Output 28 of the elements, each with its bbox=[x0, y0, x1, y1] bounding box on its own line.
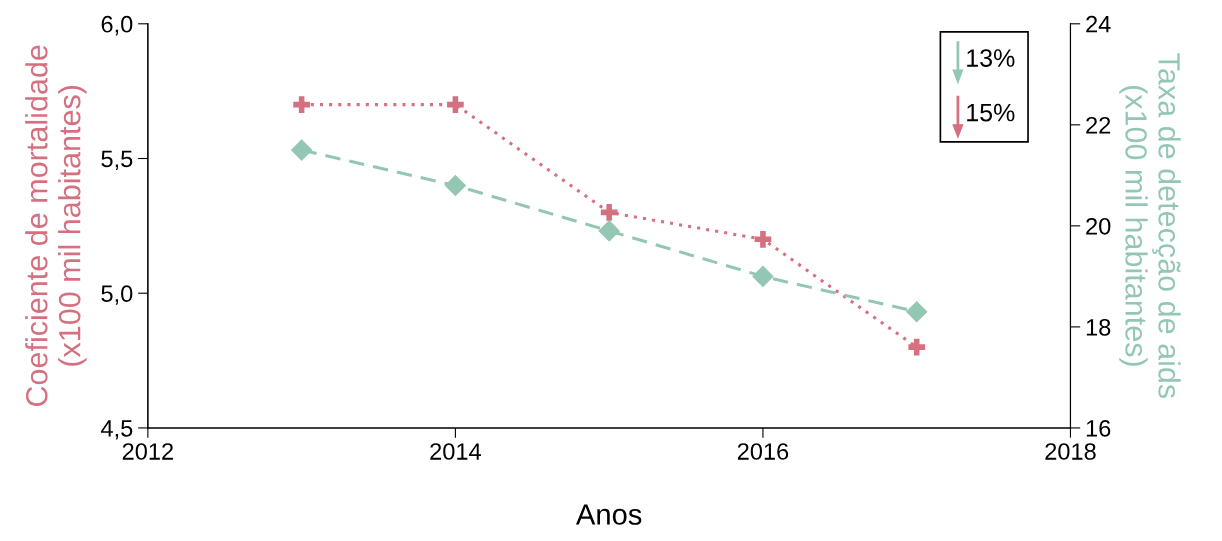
y-tick-label: 4,5 bbox=[101, 420, 133, 440]
x-tick-label: 2012 bbox=[122, 443, 173, 460]
point bbox=[447, 96, 464, 113]
annotation: 15% bbox=[967, 103, 1015, 122]
point bbox=[444, 174, 466, 196]
annotation: 13% bbox=[967, 49, 1015, 67]
point bbox=[752, 265, 774, 287]
point bbox=[754, 231, 772, 248]
point bbox=[598, 220, 620, 242]
y-tick-label: 6,0 bbox=[101, 15, 133, 36]
y-tick-label: 5,0 bbox=[101, 285, 133, 305]
x-tick-label: 2014 bbox=[430, 443, 481, 460]
point bbox=[600, 204, 618, 221]
y2-tick-label: 18 bbox=[1086, 318, 1111, 336]
y2-tick-label: 20 bbox=[1086, 217, 1111, 235]
point bbox=[906, 301, 928, 323]
y2-axis-title: Taxa de detecção de aids (x100 mil habitantes) bbox=[1119, 53, 1181, 399]
x-tick-label: 2018 bbox=[1045, 443, 1096, 460]
point bbox=[908, 338, 926, 356]
y2-tick-label: 22 bbox=[1086, 116, 1111, 134]
x-axis-title: Anos bbox=[575, 504, 642, 525]
y2-tick-label: 16 bbox=[1086, 420, 1111, 437]
y-axis-title: Coeficiente de mortalidade (x100 mil habitantes) bbox=[25, 45, 87, 407]
x-tick-label: 2016 bbox=[737, 443, 789, 460]
y2-tick-label: 24 bbox=[1086, 15, 1111, 33]
point bbox=[291, 139, 313, 161]
y-tick-label: 5,5 bbox=[101, 150, 133, 171]
point bbox=[293, 96, 310, 113]
